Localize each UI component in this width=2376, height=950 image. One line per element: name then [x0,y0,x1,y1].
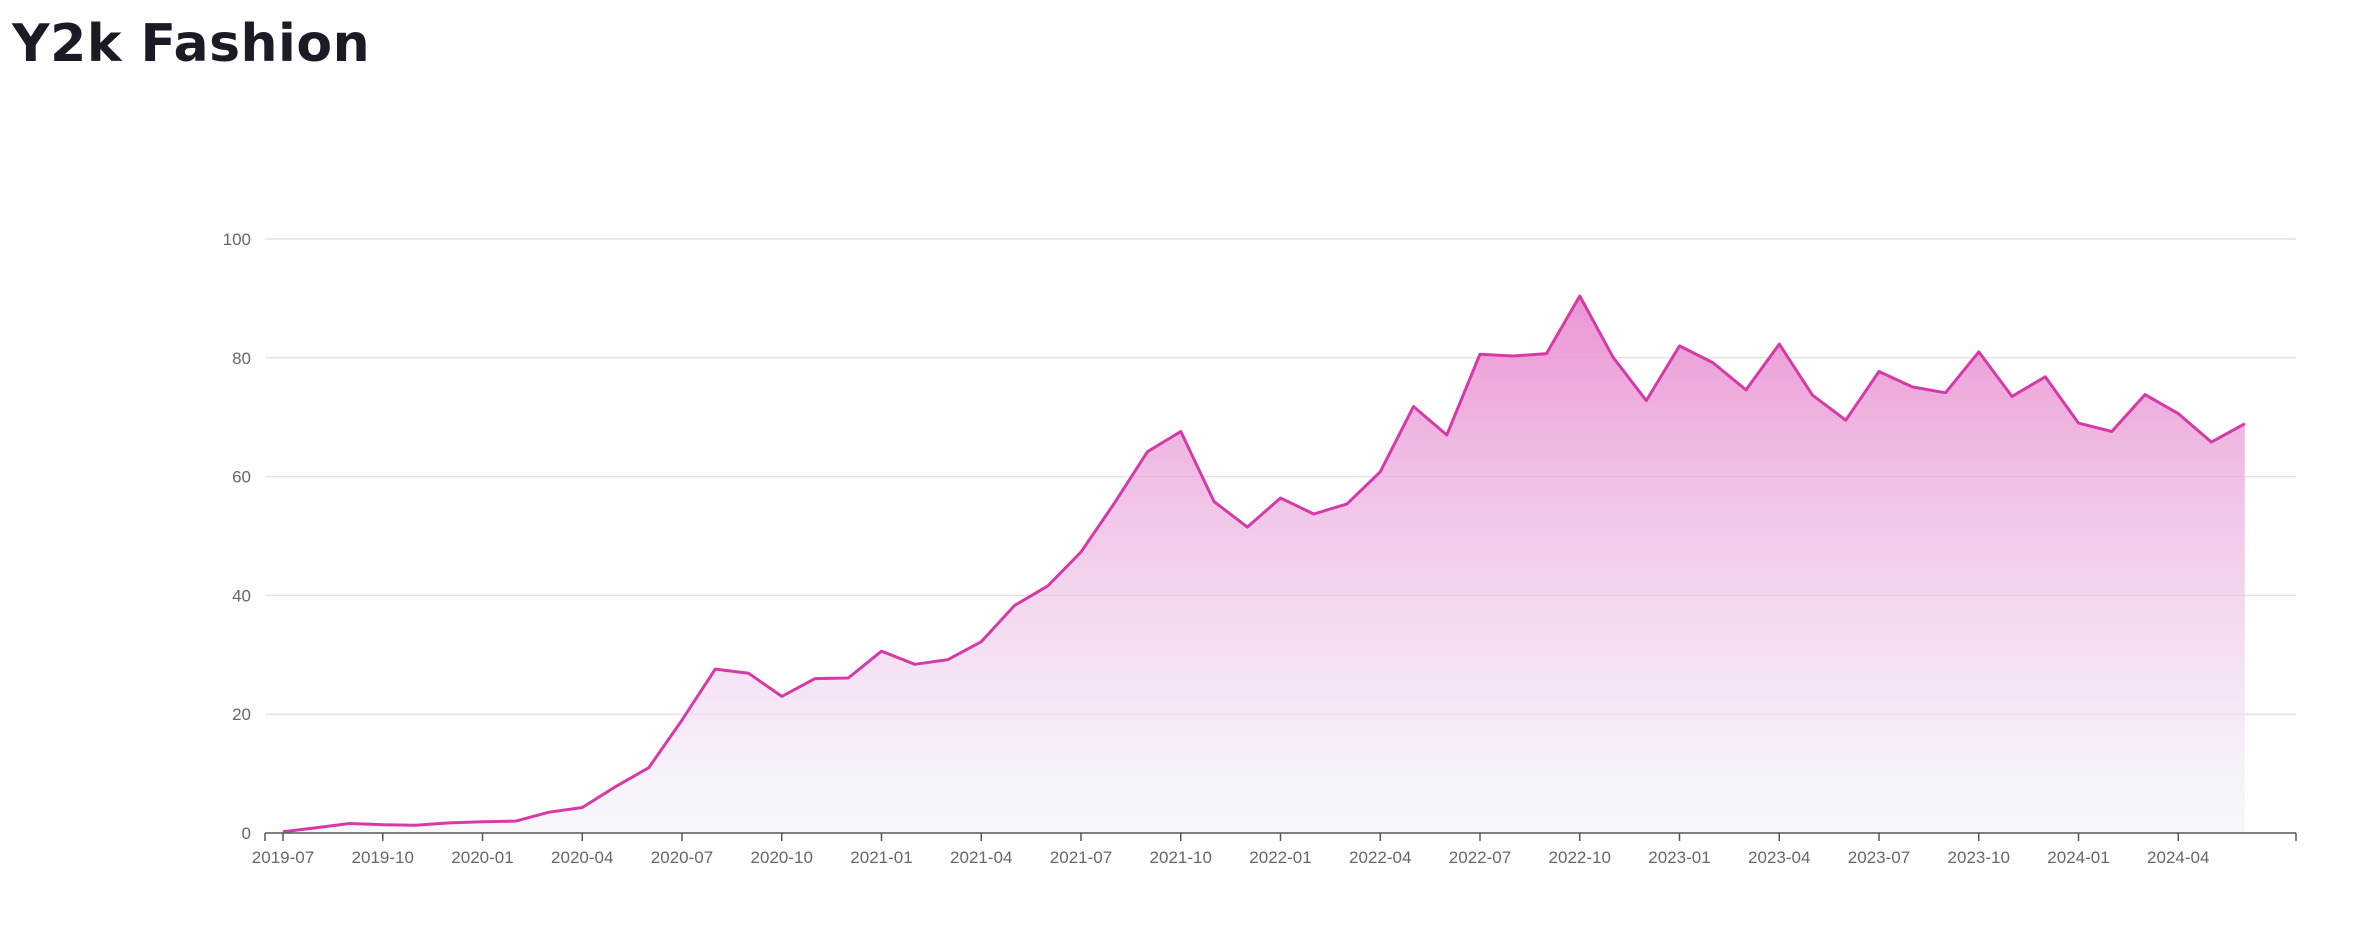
data-point-2019-09 [348,822,352,826]
y-tick-label-100: 100 [223,230,251,249]
data-point-2019-12 [447,821,451,825]
data-point-2021-04 [979,640,983,644]
x-tick-label-2021-04: 2021-04 [950,848,1012,867]
data-point-2023-11 [2010,394,2014,398]
data-point-2020-08 [713,667,717,671]
x-tick-label-2019-07: 2019-07 [252,848,314,867]
data-point-2024-03 [2143,393,2147,397]
data-point-2022-11 [1611,355,1615,359]
data-point-2022-08 [1511,354,1515,358]
data-point-2021-07 [1079,550,1083,554]
data-point-2021-02 [913,662,917,666]
data-point-2023-06 [1844,418,1848,422]
data-point-2021-03 [946,658,950,662]
data-point-2020-04 [580,806,584,810]
data-point-2024-02 [2110,430,2114,434]
x-tick-label-2020-07: 2020-07 [651,848,713,867]
data-point-2020-11 [813,677,817,681]
y-tick-label-20: 20 [232,705,251,724]
data-point-2023-09 [1944,391,1948,395]
y-axis-tick-labels: 0 20 40 60 80 100 [223,230,251,843]
page-title: Y2k Fashion [12,14,371,74]
data-point-2023-02 [1711,361,1715,365]
x-tick-label-2024-01: 2024-01 [2047,848,2109,867]
x-tick-label-2023-04: 2023-04 [1748,848,1810,867]
data-point-2021-06 [1046,584,1050,588]
x-tick-label-2023-07: 2023-07 [1848,848,1910,867]
data-point-2021-09 [1146,450,1150,454]
data-point-2020-10 [780,694,784,698]
data-point-2020-12 [846,676,850,680]
data-point-2021-12 [1245,525,1249,529]
data-point-2023-03 [1744,388,1748,392]
data-point-2021-11 [1212,500,1216,504]
data-point-2023-01 [1678,344,1682,348]
x-tick-label-2023-10: 2023-10 [1948,848,2010,867]
x-tick-label-2022-10: 2022-10 [1549,848,1611,867]
data-point-2022-01 [1279,496,1283,500]
data-point-2022-05 [1412,405,1416,409]
data-point-2024-01 [2077,421,2081,425]
y-tick-label-60: 60 [232,468,251,487]
x-tick-label-2019-10: 2019-10 [352,848,414,867]
data-point-2019-10 [381,823,385,827]
x-tick-label-2022-01: 2022-01 [1249,848,1311,867]
data-point-2020-02 [514,819,518,823]
data-point-2022-03 [1345,502,1349,506]
data-point-2019-08 [314,826,318,830]
data-point-2023-12 [2043,375,2047,379]
data-point-2022-10 [1578,294,1582,298]
data-point-2023-04 [1777,342,1781,346]
data-point-2021-10 [1179,430,1183,434]
x-tick-label-2024-04: 2024-04 [2147,848,2209,867]
data-point-2020-01 [481,820,485,824]
data-point-2022-09 [1545,352,1549,356]
data-point-2022-06 [1445,433,1449,437]
x-tick-label-2020-01: 2020-01 [451,848,513,867]
x-tick-label-2023-01: 2023-01 [1648,848,1710,867]
data-point-2019-11 [414,823,418,827]
data-point-2023-10 [1977,350,1981,354]
data-point-2022-07 [1478,352,1482,356]
x-tick-label-2020-10: 2020-10 [751,848,813,867]
data-point-2020-06 [647,766,651,770]
y-tick-label-80: 80 [232,349,251,368]
data-point-2020-09 [747,671,751,675]
x-tick-label-2021-01: 2021-01 [850,848,912,867]
x-tick-label-2020-04: 2020-04 [551,848,613,867]
data-point-2022-12 [1644,399,1648,403]
data-point-2022-04 [1378,470,1382,474]
data-point-2023-07 [1877,370,1881,374]
x-tick-label-2022-04: 2022-04 [1349,848,1411,867]
data-point-2020-05 [614,785,618,789]
x-tick-label-2021-07: 2021-07 [1050,848,1112,867]
y-tick-label-40: 40 [232,586,251,605]
data-point-2021-05 [1013,604,1017,608]
data-point-2022-02 [1312,512,1316,516]
data-point-2020-03 [547,810,551,814]
trend-area [283,296,2245,833]
data-point-2023-08 [1910,385,1914,389]
x-axis-ticks: 2019-07 2019-10 2020-01 2020-04 2020-07 2020-… [252,833,2297,867]
y-tick-label-0: 0 [242,824,251,843]
trend-line [282,294,2246,834]
data-point-2020-07 [680,718,684,722]
data-point-2024-05 [2210,440,2214,444]
data-point-2024-06 [2243,422,2247,426]
data-point-2021-01 [880,649,884,653]
x-tick-label-2021-10: 2021-10 [1150,848,1212,867]
data-point-2024-04 [2176,412,2180,416]
data-point-2021-08 [1112,501,1116,505]
x-tick-label-2022-07: 2022-07 [1449,848,1511,867]
data-point-2023-05 [1811,393,1815,397]
